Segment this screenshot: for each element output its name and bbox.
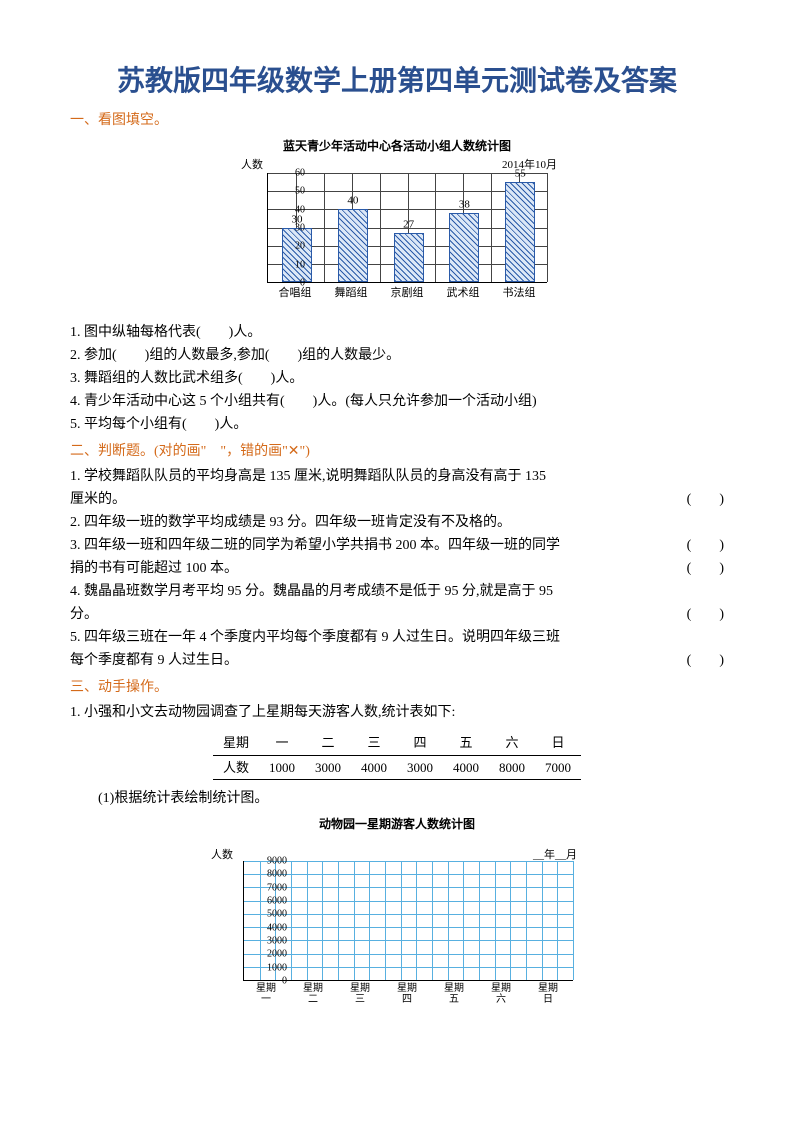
chart2-ytick-6: 6000 <box>267 894 287 909</box>
s1-q2: 2. 参加( )组的人数最多,参加( )组的人数最少。 <box>70 345 724 366</box>
chart2-ytick-2: 2000 <box>267 947 287 962</box>
td: 二 <box>305 731 351 755</box>
chart2-ytick-9: 9000 <box>267 854 287 869</box>
chart2-xtick-5: 星期六 <box>489 983 513 1005</box>
chart1-barlabel-3: 38 <box>459 196 470 213</box>
s1-q3: 3. 舞蹈组的人数比武术组多( )人。 <box>70 368 724 389</box>
chart1-xtick-3: 武术组 <box>439 285 487 302</box>
chart1-ylabel: 人数 <box>241 157 263 174</box>
chart1-bar-1 <box>338 209 368 282</box>
s3-sub1: (1)根据统计表绘制统计图。 <box>70 788 724 809</box>
td: 4000 <box>351 755 397 780</box>
s2-q4a: 4. 魏晶晶班数学月考平均 95 分。魏晶晶的月考成绩不是低于 95 分,就是高… <box>70 581 724 602</box>
s2-q5b: 每个季度都有 9 人过生日。( ) <box>70 650 724 671</box>
chart2-ytick-4: 4000 <box>267 920 287 935</box>
section1-header: 一、看图填空。 <box>70 110 724 131</box>
chart1-barlabel-1: 40 <box>347 193 358 210</box>
s1-q4: 4. 青少年活动中心这 5 个小组共有( )人。(每人只允许参加一个活动小组) <box>70 391 724 412</box>
chart2-ytick-0: 0 <box>282 974 287 989</box>
stats-table-wrap: 星期 一 二 三 四 五 六 日 人数 1000 3000 4000 3000 … <box>70 731 724 780</box>
chart1-xtick-0: 合唱组 <box>271 285 319 302</box>
chart1-bar-2 <box>394 233 424 282</box>
paren: ( ) <box>687 558 724 579</box>
chart2-xtick-4: 星期五 <box>442 983 466 1005</box>
td: 4000 <box>443 755 489 780</box>
s2-q4b: 分。( ) <box>70 604 724 625</box>
chart1-title: 蓝天青少年活动中心各活动小组人数统计图 <box>70 137 724 155</box>
paren: ( ) <box>687 535 724 556</box>
chart2-xtick-3: 星期四 <box>395 983 419 1005</box>
chart1-bar-4 <box>505 182 535 282</box>
chart1-date: 2014年10月 <box>502 157 557 174</box>
td: 7000 <box>535 755 581 780</box>
chart1-plot: 30 40 27 38 55 <box>267 173 547 283</box>
chart2-ytick-3: 3000 <box>267 934 287 949</box>
chart2-title: 动物园一星期游客人数统计图 <box>70 815 724 833</box>
td: 六 <box>489 731 535 755</box>
td: 三 <box>351 731 397 755</box>
s2-q3b: 捐的书有可能超过 100 本。( ) <box>70 558 724 579</box>
page-title: 苏教版四年级数学上册第四单元测试卷及答案 <box>70 60 724 102</box>
chart1-barlabel-4: 55 <box>515 166 526 183</box>
section2-header: 二、判断题。(对的画" "，错的画"✕") <box>70 441 724 462</box>
s3-q1: 1. 小强和小文去动物园调查了上星期每天游客人数,统计表如下: <box>70 702 724 723</box>
chart2-xtick-1: 星期二 <box>301 983 325 1005</box>
chart2-ylabel: 人数 <box>211 847 233 864</box>
chart1-container: 蓝天青少年活动中心各活动小组人数统计图 人数 2014年10月 30 40 <box>70 137 724 316</box>
s2-q5a: 5. 四年级三班在一年 4 个季度内平均每个季度都有 9 人过生日。说明四年级三… <box>70 627 724 648</box>
s1-q5: 5. 平均每个小组有( )人。 <box>70 414 724 435</box>
chart2-xtick-2: 星期三 <box>348 983 372 1005</box>
chart2-ytick-5: 5000 <box>267 907 287 922</box>
s2-q1a: 1. 学校舞蹈队队员的平均身高是 135 厘米,说明舞蹈队队员的身高没有高于 1… <box>70 466 724 487</box>
chart2-plot <box>243 861 573 981</box>
td: 一 <box>259 731 305 755</box>
td: 3000 <box>305 755 351 780</box>
td: 8000 <box>489 755 535 780</box>
chart2-xtick-0: 星期一 <box>254 983 278 1005</box>
s1-q1: 1. 图中纵轴每格代表( )人。 <box>70 322 724 343</box>
chart1-ytick-1: 10 <box>295 257 305 272</box>
chart2-xtick-6: 星期日 <box>536 983 560 1005</box>
th: 人数 <box>213 755 259 780</box>
s2-q2a: 2. 四年级一班的数学平均成绩是 93 分。四年级一班肯定没有不及格的。 <box>70 512 724 533</box>
paren: ( ) <box>687 489 724 510</box>
chart1-xtick-4: 书法组 <box>495 285 543 302</box>
chart1-barlabel-2: 27 <box>403 216 414 233</box>
chart1-ytick-3: 30 <box>295 221 305 236</box>
stats-table: 星期 一 二 三 四 五 六 日 人数 1000 3000 4000 3000 … <box>213 731 581 780</box>
chart1: 人数 2014年10月 30 40 27 38 <box>237 159 557 309</box>
chart1-ytick-4: 40 <box>295 202 305 217</box>
chart1-bar-0 <box>282 228 312 283</box>
chart2: 人数 __年__月 0 1000 2000 3000 4000 5000 600… <box>207 837 587 1017</box>
th: 星期 <box>213 731 259 755</box>
td: 1000 <box>259 755 305 780</box>
table-row: 人数 1000 3000 4000 3000 4000 8000 7000 <box>213 755 581 780</box>
chart2-container: 动物园一星期游客人数统计图 人数 __年__月 0 1000 2000 3000… <box>70 815 724 1024</box>
chart2-ytick-1: 1000 <box>267 960 287 975</box>
td: 五 <box>443 731 489 755</box>
chart1-xtick-1: 舞蹈组 <box>327 285 375 302</box>
paren: ( ) <box>687 650 724 671</box>
chart1-ytick-2: 20 <box>295 239 305 254</box>
section3-header: 三、动手操作。 <box>70 677 724 698</box>
td: 3000 <box>397 755 443 780</box>
chart1-ytick-6: 60 <box>295 166 305 181</box>
chart1-ytick-5: 50 <box>295 184 305 199</box>
chart2-ytick-7: 7000 <box>267 880 287 895</box>
chart1-bar-3 <box>449 213 479 282</box>
paren: ( ) <box>687 604 724 625</box>
s2-q1b: 厘米的。( ) <box>70 489 724 510</box>
s2-q3a: 3. 四年级一班和四年级二班的同学为希望小学共捐书 200 本。四年级一班的同学 <box>70 535 724 556</box>
table-row: 星期 一 二 三 四 五 六 日 <box>213 731 581 755</box>
td: 四 <box>397 731 443 755</box>
chart2-ytick-8: 8000 <box>267 867 287 882</box>
chart1-xtick-2: 京剧组 <box>383 285 431 302</box>
td: 日 <box>535 731 581 755</box>
